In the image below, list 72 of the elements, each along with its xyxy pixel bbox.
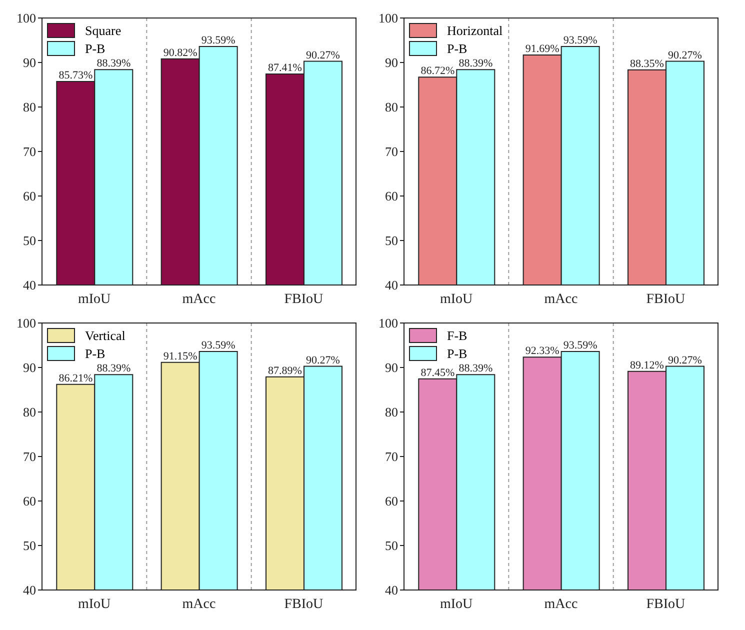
legend-label: P-B (447, 40, 468, 57)
x-tick-label: mIoU (440, 292, 473, 307)
y-tick-label: 40 (385, 582, 398, 598)
x-tick-label: FBIoU (284, 292, 324, 307)
x-tick-label: mIoU (78, 292, 111, 307)
data-label: 88.39% (96, 58, 131, 70)
y-tick-label: 70 (385, 144, 398, 160)
legend-label: P-B (85, 345, 106, 362)
x-tick-label: FBIoU (646, 292, 686, 307)
y-tick-label: 60 (385, 494, 398, 509)
data-label: 88.39% (458, 58, 493, 70)
y-tick-label: 70 (23, 449, 36, 464)
data-label: 88.35% (630, 58, 664, 70)
y-tick-label: 60 (385, 188, 398, 204)
x-tick-label: mIoU (440, 596, 473, 612)
data-label: 87.89% (268, 364, 302, 377)
x-tick-label: FBIoU (646, 596, 686, 612)
x-tick-label: FBIoU (284, 596, 324, 612)
data-label: 85.73% (58, 70, 93, 82)
legend-label: Square (85, 22, 122, 39)
data-label: 93.59% (201, 34, 236, 47)
data-label: 93.59% (563, 34, 598, 47)
y-tick-label: 100 (16, 316, 36, 331)
data-label: 87.41% (268, 62, 302, 74)
data-label: 87.45% (420, 366, 455, 379)
data-label: 93.59% (563, 340, 598, 352)
y-tick-label: 70 (385, 449, 398, 464)
y-tick-label: 60 (23, 494, 36, 509)
data-label: 90.82% (163, 46, 198, 59)
y-tick-label: 100 (16, 10, 36, 26)
y-tick-label: 80 (385, 100, 398, 115)
data-label: 91.15% (163, 350, 198, 362)
y-tick-label: 90 (385, 55, 398, 70)
legend-label: Vertical (85, 327, 126, 344)
data-label: 88.39% (458, 362, 493, 375)
legend-label: P-B (85, 40, 106, 57)
y-tick-label: 80 (23, 100, 36, 115)
legend-label: P-B (447, 345, 468, 362)
y-tick-label: 40 (23, 582, 36, 598)
y-tick-label: 60 (23, 188, 36, 204)
x-tick-label: mAcc (544, 596, 578, 612)
legend-label: Horizontal (447, 22, 503, 39)
y-tick-label: 40 (23, 278, 36, 293)
data-label: 90.27% (306, 49, 340, 62)
data-label: 91.69% (525, 42, 560, 55)
y-tick-label: 100 (378, 316, 398, 331)
y-tick-label: 90 (23, 55, 36, 70)
y-tick-label: 70 (23, 144, 36, 160)
data-label: 93.59% (201, 340, 236, 352)
data-label: 90.27% (668, 49, 702, 62)
data-label: 92.33% (525, 345, 560, 358)
data-label: 86.72% (420, 65, 455, 78)
y-tick-label: 50 (385, 538, 398, 554)
data-label: 90.27% (306, 354, 340, 366)
data-label: 90.27% (668, 354, 702, 366)
x-tick-label: mAcc (182, 596, 216, 612)
legend-label: F-B (447, 327, 468, 344)
data-label: 88.39% (96, 362, 131, 375)
x-tick-label: mAcc (544, 292, 578, 307)
y-tick-label: 50 (385, 233, 398, 248)
y-tick-label: 80 (385, 404, 398, 420)
x-tick-label: mIoU (78, 596, 111, 612)
data-label: 86.21% (58, 372, 93, 384)
y-tick-label: 40 (385, 278, 398, 293)
y-tick-label: 50 (23, 538, 36, 554)
y-tick-label: 100 (378, 10, 398, 26)
data-label: 89.12% (630, 359, 664, 372)
y-tick-label: 50 (23, 233, 36, 248)
x-tick-label: mAcc (182, 292, 216, 307)
y-tick-label: 90 (23, 360, 36, 376)
y-tick-label: 80 (23, 404, 36, 420)
y-tick-label: 90 (385, 360, 398, 376)
